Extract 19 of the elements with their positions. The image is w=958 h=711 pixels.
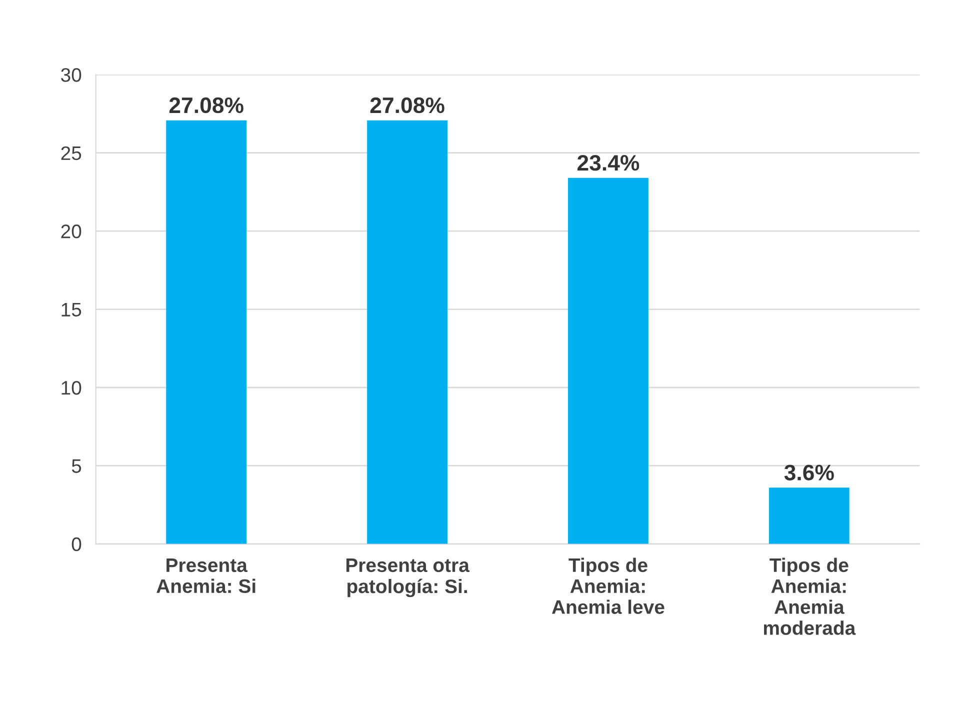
bar [768, 488, 850, 544]
y-tick-label: 25 [61, 146, 82, 160]
x-tick-label: Presenta Anemia: Si [156, 558, 256, 594]
bar [166, 120, 247, 544]
data-label: 27.08% [370, 97, 444, 114]
data-label: 3.6% [784, 464, 834, 480]
bar [568, 178, 648, 544]
y-tick-label: 5 [72, 459, 82, 473]
x-tick-label: Tipos de Anemia: Anemia leve [552, 558, 664, 614]
y-tick-label: 30 [61, 68, 82, 82]
x-tick-label: Tipos de Anemia: Anemia moderada [764, 558, 856, 635]
y-tick-label: 10 [62, 380, 82, 395]
y-tick-label: 20 [61, 224, 82, 238]
bar [367, 120, 448, 544]
data-label: 23.4% [577, 154, 640, 171]
y-tick-label: 15 [62, 302, 82, 317]
data-label: 27.08% [169, 97, 244, 114]
y-tick-label: 0 [72, 537, 82, 552]
x-tick-label: Presenta otra patología: Si. [346, 558, 470, 598]
